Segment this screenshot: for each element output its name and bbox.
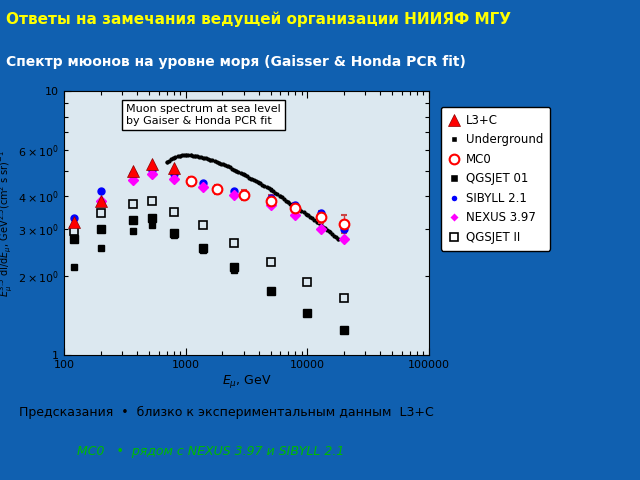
Point	[179, 151, 189, 159]
Point	[326, 230, 337, 238]
Point	[331, 234, 341, 241]
Point	[223, 163, 233, 170]
Point	[324, 228, 335, 236]
Point	[229, 166, 239, 173]
Point	[314, 219, 324, 227]
Point	[209, 157, 220, 165]
Point	[227, 165, 237, 172]
Point	[312, 218, 322, 226]
Point	[333, 235, 344, 243]
Point	[168, 154, 179, 162]
Point	[166, 156, 176, 163]
Point	[266, 186, 276, 193]
Point	[279, 195, 289, 203]
Point	[164, 157, 174, 165]
Point	[231, 167, 241, 175]
Point	[196, 154, 207, 161]
Point	[290, 203, 300, 210]
Point	[253, 179, 263, 186]
Point	[214, 159, 224, 167]
Text: MC0   •  рядом с NEXUS 3.97 и SIBYLL 2.1: MC0 • рядом с NEXUS 3.97 и SIBYLL 2.1	[77, 444, 344, 458]
Point	[237, 170, 248, 178]
Text: Спектр мюонов на уровне моря (Gaisser & Honda PCR fit): Спектр мюонов на уровне моря (Gaisser & …	[6, 55, 467, 70]
Point	[216, 160, 226, 168]
Point	[329, 232, 339, 240]
Point	[251, 177, 261, 185]
Point	[220, 162, 230, 169]
Point	[186, 151, 196, 159]
Text: Muon spectrum at sea level
by Gaiser & Honda PCR fit: Muon spectrum at sea level by Gaiser & H…	[126, 104, 281, 126]
Point	[201, 155, 211, 162]
X-axis label: $E_{\mu}$, GeV: $E_{\mu}$, GeV	[221, 373, 271, 390]
Point	[276, 193, 287, 201]
Point	[296, 207, 307, 215]
Point	[303, 212, 313, 219]
Point	[218, 161, 228, 168]
Point	[275, 192, 285, 200]
Point	[248, 176, 259, 184]
Point	[294, 205, 304, 213]
Point	[255, 180, 265, 187]
Point	[323, 227, 333, 234]
Point	[236, 169, 246, 177]
Text: Предсказания  •  близко к экспериментальным данным  L3+C: Предсказания • близко к экспериментальны…	[19, 406, 434, 420]
Text: Ответы на замечания ведущей организации НИИЯФ МГУ: Ответы на замечания ведущей организации …	[6, 12, 511, 27]
Point	[194, 153, 204, 161]
Point	[240, 171, 250, 179]
Point	[283, 198, 293, 206]
Point	[309, 216, 319, 224]
Legend: L3+C, Underground, MC0, QGSJET 01, SIBYLL 2.1, NEXUS 3.97, QGSJET II: L3+C, Underground, MC0, QGSJET 01, SIBYL…	[441, 107, 550, 251]
Point	[268, 187, 278, 195]
Point	[183, 151, 193, 159]
Point	[264, 184, 274, 192]
Point	[242, 172, 252, 180]
Point	[298, 208, 308, 216]
Point	[305, 213, 315, 221]
Y-axis label: $E_{\mu}^{3.5}$ dI/d$E_{\mu}$, GeV$^{2.5}$(cm$^{2}$ s sr)$^{-1}$: $E_{\mu}^{3.5}$ dI/d$E_{\mu}$, GeV$^{2.5…	[0, 150, 15, 297]
Point	[246, 175, 257, 182]
Point	[162, 158, 172, 166]
Point	[273, 191, 283, 198]
Point	[285, 200, 296, 207]
Point	[173, 153, 183, 160]
Point	[316, 221, 326, 229]
Point	[190, 152, 200, 160]
Point	[307, 215, 317, 222]
Point	[175, 152, 185, 159]
Point	[212, 158, 222, 166]
Point	[287, 201, 298, 209]
Point	[301, 210, 311, 218]
Point	[207, 156, 218, 164]
Point	[257, 181, 268, 189]
Point	[281, 197, 291, 204]
Point	[318, 223, 328, 230]
Point	[177, 152, 187, 159]
Point	[292, 204, 302, 212]
Point	[270, 189, 280, 196]
Point	[198, 154, 209, 162]
Point	[233, 168, 243, 176]
Point	[188, 152, 198, 159]
Point	[244, 174, 254, 181]
Point	[320, 225, 330, 232]
Point	[192, 153, 202, 160]
Point	[205, 156, 215, 164]
Point	[170, 153, 180, 161]
Point	[203, 155, 213, 163]
Point	[181, 151, 191, 158]
Point	[259, 182, 269, 190]
Point	[225, 164, 235, 171]
Point	[262, 183, 272, 191]
